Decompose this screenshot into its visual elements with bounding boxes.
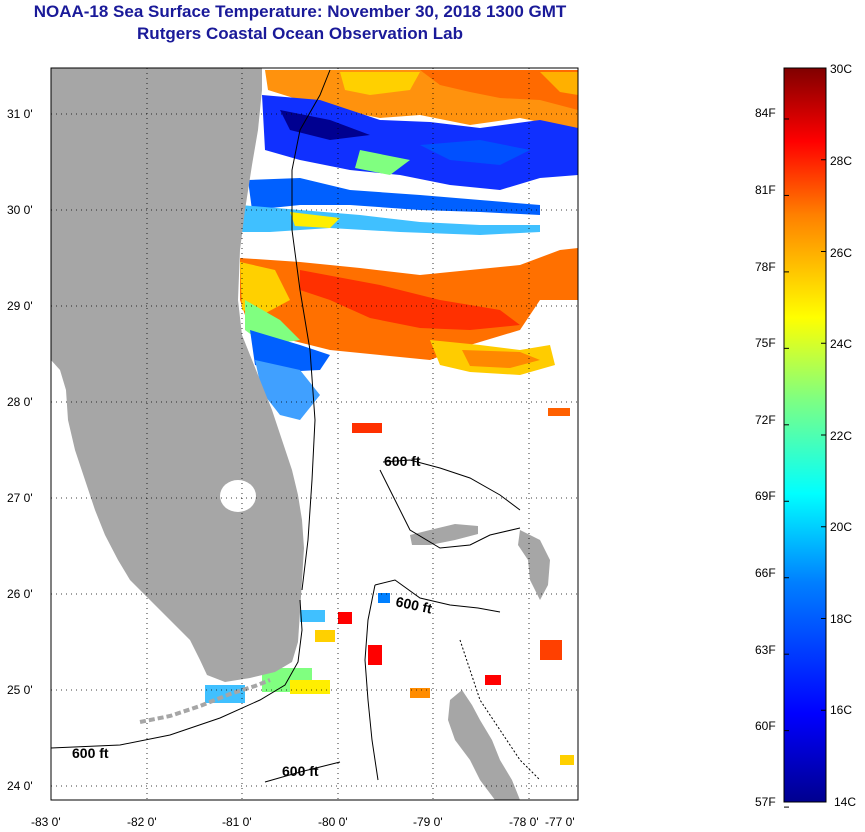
sst-data-layer (205, 70, 578, 765)
andros-island (448, 690, 520, 800)
colorbar-f-label: 84F (755, 106, 776, 120)
colorbar-c-label: 16C (830, 703, 852, 717)
map-subtitle: Rutgers Coastal Ocean Observation Lab (137, 24, 463, 43)
lat-tick-label: 25 0' (7, 683, 33, 697)
map-title: NOAA-18 Sea Surface Temperature: Novembe… (33, 2, 567, 21)
lon-tick-label: -79 0' (413, 815, 443, 829)
colorbar-f-label: 81F (755, 183, 776, 197)
isobath-600ft-bahamas (382, 459, 521, 511)
lake-okeechobee (220, 480, 256, 512)
colorbar-c-label: 14C (834, 795, 856, 809)
florida-landmass (51, 68, 304, 682)
lat-tick-label: 24 0' (7, 779, 33, 793)
lon-tick-label: -81 0' (222, 815, 252, 829)
colorbar-f-label: 66F (755, 566, 776, 580)
colorbar-c-label: 22C (830, 429, 852, 443)
isobath-label: 600 ft (384, 453, 421, 469)
colorbar-c-label: 28C (830, 154, 852, 168)
map-border (50, 67, 579, 801)
lat-tick-label: 29 0' (7, 299, 33, 313)
lon-tick-label: -77 0' (545, 815, 575, 829)
abaco-island (518, 530, 550, 600)
lat-tick-label: 27 0' (7, 491, 33, 505)
graticule (51, 68, 578, 800)
colorbar-c-label: 26C (830, 246, 852, 260)
colorbar-f-label: 63F (755, 643, 776, 657)
colorbar-c-label: 20C (830, 520, 852, 534)
longitude-axis: -83 0' -82 0' -81 0' -80 0' -79 0' -78 0… (31, 815, 575, 829)
lon-tick-label: -80 0' (318, 815, 348, 829)
colorbar-f-label: 60F (755, 719, 776, 733)
colorbar-f-label: 75F (755, 336, 776, 350)
isobath-label: 600 ft (394, 593, 433, 616)
lat-tick-label: 28 0' (7, 395, 33, 409)
lon-tick-label: -82 0' (127, 815, 157, 829)
isobath-600ft-tongue (364, 579, 501, 781)
colorbar-gradient (783, 67, 827, 803)
isobath-600ft-gulf (51, 599, 303, 749)
colorbar-c-label: 30C (830, 62, 852, 76)
lat-tick-label: 26 0' (7, 587, 33, 601)
isobath-label: 600 ft (72, 745, 109, 761)
colorbar-f-label: 57F (755, 795, 776, 809)
isobath-label: 600 ft (282, 763, 319, 779)
colorbar-c-label: 24C (830, 337, 852, 351)
temperature-colorbar: 30C 28C 26C 24C 22C 20C 18C 16C 14C 84F … (755, 62, 856, 809)
lon-tick-label: -78 0' (509, 815, 539, 829)
colorbar-f-label: 69F (755, 489, 776, 503)
lon-tick-label: -83 0' (31, 815, 61, 829)
isobath-600ft-atlantic (291, 69, 331, 591)
lat-tick-label: 31 0' (7, 107, 33, 121)
colorbar-f-label: 78F (755, 260, 776, 274)
colorbar-f-label: 72F (755, 413, 776, 427)
latitude-axis: 31 0' 30 0' 29 0' 28 0' 27 0' 26 0' 25 0… (7, 107, 33, 793)
lat-tick-label: 30 0' (7, 203, 33, 217)
colorbar-c-label: 18C (830, 612, 852, 626)
